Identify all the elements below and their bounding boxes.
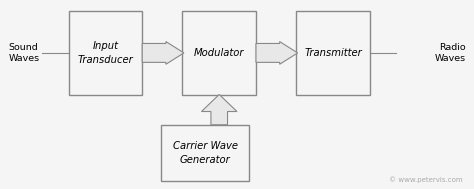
Bar (161, 125, 249, 181)
Text: Sound
Waves: Sound Waves (9, 43, 40, 63)
Text: © www.petervis.com: © www.petervis.com (389, 177, 462, 183)
Polygon shape (256, 42, 298, 64)
Text: Transmitter: Transmitter (304, 48, 362, 58)
Polygon shape (201, 94, 237, 125)
Bar (182, 11, 256, 94)
Bar (69, 11, 142, 94)
Polygon shape (142, 42, 184, 64)
Text: Input
Transducer: Input Transducer (78, 41, 133, 64)
Text: Carrier Wave
Generator: Carrier Wave Generator (173, 142, 237, 165)
Text: Radio
Waves: Radio Waves (434, 43, 465, 63)
Text: Modulator: Modulator (194, 48, 245, 58)
Bar (296, 11, 370, 94)
